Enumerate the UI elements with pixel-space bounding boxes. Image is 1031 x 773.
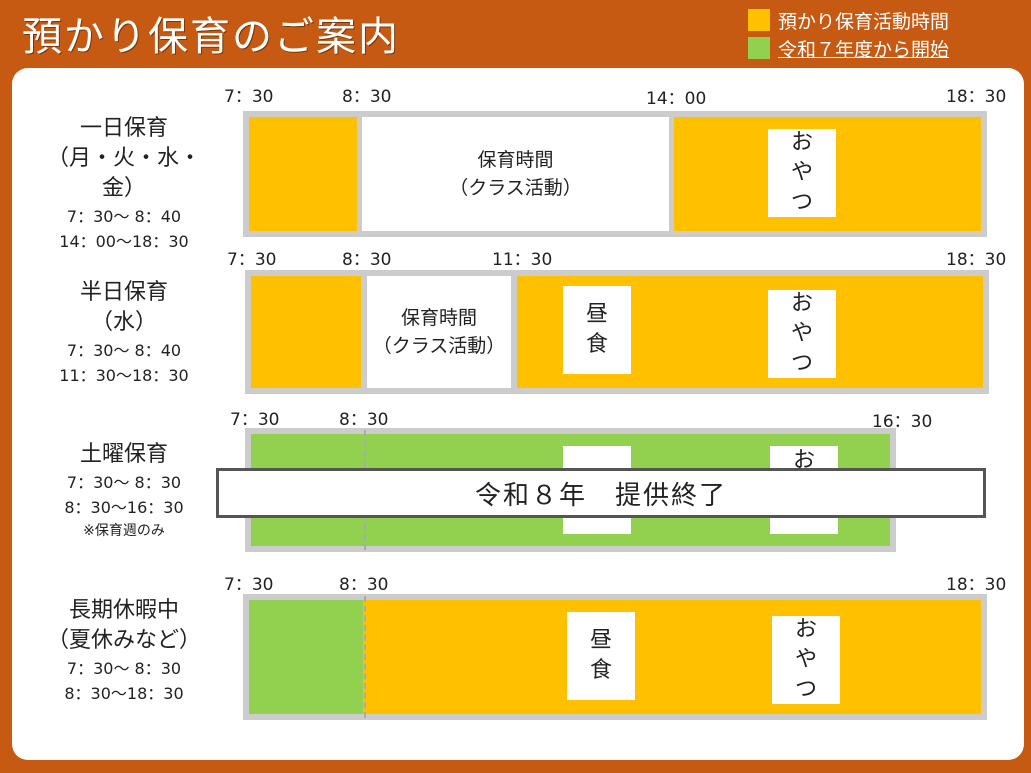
tick-label: 7：30 bbox=[227, 250, 277, 270]
section-name: 一日保育 bbox=[79, 116, 168, 141]
lunch-char: 食 bbox=[589, 658, 612, 683]
tick-label: 16：30 bbox=[872, 412, 933, 432]
class-time-box: 保育時間 （クラス活動） bbox=[362, 117, 669, 231]
time-divider bbox=[364, 596, 366, 718]
legend-label: 令和７年度から開始 bbox=[778, 38, 950, 61]
tick-label: 18：30 bbox=[946, 250, 1007, 270]
snack-char: お bbox=[790, 291, 813, 316]
class-label: （クラス活動） bbox=[449, 177, 582, 199]
legend-swatch-green bbox=[748, 37, 770, 59]
snack-box: お や つ bbox=[768, 129, 836, 217]
tick-label: 11：30 bbox=[492, 250, 553, 270]
tick-label: 18：30 bbox=[946, 87, 1007, 107]
legend-swatch-orange bbox=[748, 9, 770, 31]
snack-char: や bbox=[794, 647, 817, 672]
section-days: （水） bbox=[90, 310, 157, 335]
class-label: 保育時間 bbox=[477, 149, 554, 171]
section-hours: 14：00～18：30 bbox=[59, 232, 189, 251]
tick-label: 7：30 bbox=[224, 575, 274, 595]
tick-label: 8：30 bbox=[339, 575, 389, 595]
section-hours: 8：30～18：30 bbox=[64, 684, 184, 703]
legend-item-new: 令和７年度から開始 bbox=[748, 34, 1024, 62]
snack-char: お bbox=[794, 617, 817, 642]
lunch-box: 昼 食 bbox=[567, 612, 635, 700]
tick-label: 8：30 bbox=[342, 87, 392, 107]
class-label: （クラス活動） bbox=[372, 335, 506, 357]
section-note: ※保育週のみ bbox=[83, 523, 165, 539]
snack-box: お や つ bbox=[772, 616, 840, 704]
snack-char: や bbox=[790, 160, 813, 185]
snack-char: つ bbox=[790, 190, 813, 215]
snack-char: つ bbox=[790, 351, 813, 376]
section-name: 土曜保育 bbox=[79, 442, 168, 467]
section-label-holiday: 長期休暇中 （夏休みなど） 7：30～ 8：30 8：30～18：30 bbox=[34, 596, 214, 706]
lunch-char: 食 bbox=[585, 332, 608, 357]
tick-label: 8：30 bbox=[342, 250, 392, 270]
snack-char: や bbox=[790, 321, 813, 346]
tick-label: 14：00 bbox=[646, 89, 707, 109]
segment-activity bbox=[249, 117, 357, 231]
snack-char: お bbox=[792, 448, 815, 473]
legend-label: 預かり保育活動時間 bbox=[778, 10, 950, 33]
lunch-box: 昼 食 bbox=[563, 286, 631, 374]
lunch-char: 昼 bbox=[585, 302, 608, 327]
snack-char: つ bbox=[794, 677, 817, 702]
class-label: 保育時間 bbox=[400, 307, 477, 329]
segment-new-service bbox=[249, 600, 363, 714]
segment-activity bbox=[251, 276, 361, 388]
snack-char: お bbox=[790, 130, 813, 155]
section-hours: 8：30～16：30 bbox=[64, 498, 184, 517]
legend: 預かり保育活動時間 令和７年度から開始 bbox=[748, 6, 1024, 62]
snack-box: お や つ bbox=[768, 290, 836, 378]
section-name: 長期休暇中 bbox=[68, 598, 179, 623]
tick-label: 7：30 bbox=[224, 87, 274, 107]
tick-label: 7：30 bbox=[230, 410, 280, 430]
section-hours: 7：30～ 8：40 bbox=[66, 341, 182, 360]
section-hours: 7：30～ 8：30 bbox=[66, 473, 182, 492]
lunch-char: 昼 bbox=[589, 628, 612, 653]
section-hours: 7：30～ 8：40 bbox=[66, 207, 182, 226]
section-label-half: 半日保育 （水） 7：30～ 8：40 11：30～18：30 bbox=[34, 278, 214, 388]
section-days: （夏休みなど） bbox=[46, 628, 201, 653]
section-name: 半日保育 bbox=[79, 280, 168, 305]
tick-label: 18：30 bbox=[946, 575, 1007, 595]
segment-activity bbox=[363, 600, 981, 714]
legend-item-activity: 預かり保育活動時間 bbox=[748, 6, 1024, 34]
section-days: （月・火・水・金） bbox=[46, 146, 201, 201]
section-hours: 11：30～18：30 bbox=[59, 366, 189, 385]
class-time-box: 保育時間 （クラス活動） bbox=[367, 276, 511, 388]
section-hours: 7：30～ 8：30 bbox=[66, 659, 182, 678]
page-title: 預かり保育のご案内 bbox=[22, 14, 400, 60]
service-ended-banner: 令和８年 提供終了 bbox=[216, 468, 986, 518]
section-label-full: 一日保育 （月・火・水・金） 7：30～ 8：40 14：00～18：30 bbox=[34, 114, 214, 254]
section-label-saturday: 土曜保育 7：30～ 8：30 8：30～16：30 ※保育週のみ bbox=[34, 440, 214, 542]
tick-label: 8：30 bbox=[339, 410, 389, 430]
